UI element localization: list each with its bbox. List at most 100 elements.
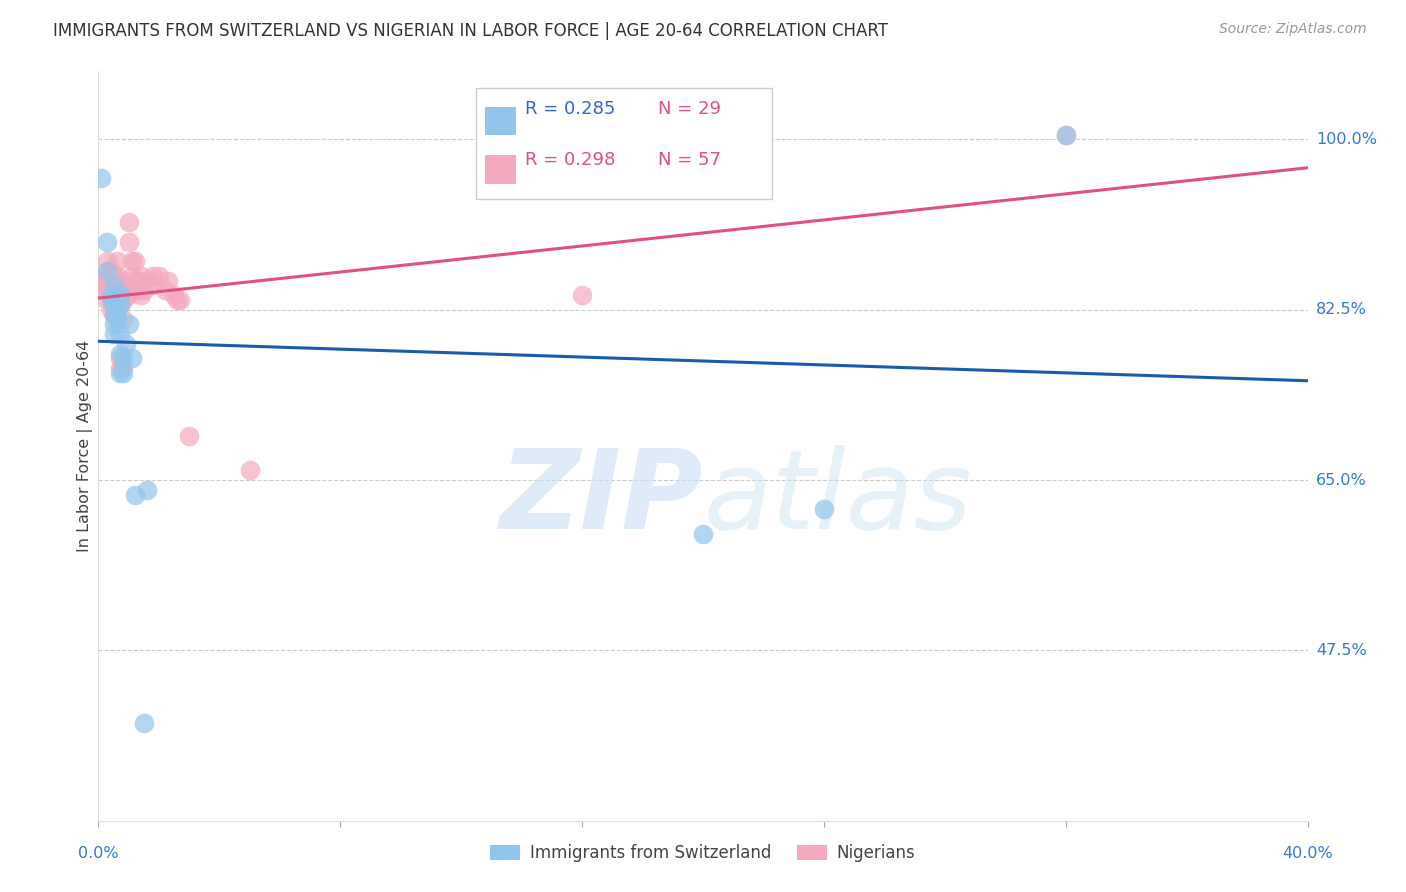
Point [169,293,191,307]
Point [100,302,122,317]
Point [96,274,118,288]
Point [96,264,118,278]
FancyBboxPatch shape [475,87,772,199]
Point [124,254,146,268]
Point [118,215,141,229]
Point [111,366,134,380]
Point [96,264,118,278]
Text: IMMIGRANTS FROM SWITZERLAND VS NIGERIAN IN LABOR FORCE | AGE 20-64 CORRELATION C: IMMIGRANTS FROM SWITZERLAND VS NIGERIAN … [53,22,889,40]
Point [90,171,112,186]
Point [108,361,131,376]
Point [103,327,125,342]
Point [179,429,201,443]
Point [108,346,131,360]
Point [105,254,128,268]
Point [103,278,125,293]
Point [118,288,141,302]
Text: N = 29: N = 29 [658,100,721,118]
Point [103,298,125,312]
Point [100,264,122,278]
Point [118,318,141,332]
Point [156,274,179,288]
Point [111,293,134,307]
Point [108,351,131,366]
Text: Source: ZipAtlas.com: Source: ZipAtlas.com [1219,22,1367,37]
Point [108,366,131,380]
Text: 82.5%: 82.5% [1316,302,1367,318]
Point [93,283,115,297]
Point [132,716,155,731]
Point [132,283,155,297]
Text: R = 0.298: R = 0.298 [526,151,616,169]
Point [105,268,128,283]
Point [142,268,165,283]
Point [135,274,157,288]
FancyBboxPatch shape [485,106,516,135]
Point [111,278,134,293]
Point [103,268,125,283]
Point [96,254,118,268]
Point [100,293,122,307]
Point [127,283,149,297]
Text: 0.0%: 0.0% [79,846,118,861]
Point [96,283,118,297]
Text: 65.0%: 65.0% [1316,473,1367,488]
Point [111,351,134,366]
Point [108,298,131,312]
Point [108,283,131,297]
FancyBboxPatch shape [485,155,516,184]
Point [1054,128,1077,142]
Text: 40.0%: 40.0% [1282,846,1333,861]
Point [100,274,122,288]
Point [135,483,157,497]
Point [129,288,152,302]
Point [153,283,176,297]
Point [111,312,134,326]
Text: R = 0.285: R = 0.285 [526,100,616,118]
Point [127,274,149,288]
Point [108,274,131,288]
Point [96,293,118,307]
Point [103,278,125,293]
Point [239,463,262,477]
Point [129,268,152,283]
Point [111,361,134,376]
Point [105,302,128,317]
Point [100,293,122,307]
Point [118,235,141,249]
Text: 47.5%: 47.5% [1316,643,1367,657]
Point [103,288,125,302]
Point [105,288,128,302]
Point [96,235,118,249]
Point [166,293,188,307]
Legend: Immigrants from Switzerland, Nigerians: Immigrants from Switzerland, Nigerians [484,838,922,869]
Point [103,308,125,322]
Text: ZIP: ZIP [499,445,703,552]
Point [93,274,115,288]
Point [692,526,714,541]
Point [103,308,125,322]
Point [124,274,146,288]
Point [103,288,125,302]
Point [163,288,186,302]
Point [108,327,131,342]
Text: atlas: atlas [703,445,972,552]
Point [121,268,143,283]
Point [571,288,593,302]
Text: N = 57: N = 57 [658,151,721,169]
Point [813,502,835,516]
Point [108,288,131,302]
Point [105,312,128,326]
Point [142,278,165,293]
Point [103,318,125,332]
Point [114,274,136,288]
Point [100,283,122,297]
Point [121,254,143,268]
Point [108,298,131,312]
Y-axis label: In Labor Force | Age 20-64: In Labor Force | Age 20-64 [76,340,93,552]
Point [103,298,125,312]
Point [148,268,170,283]
Point [105,288,128,302]
Point [105,278,128,293]
Point [105,293,128,307]
